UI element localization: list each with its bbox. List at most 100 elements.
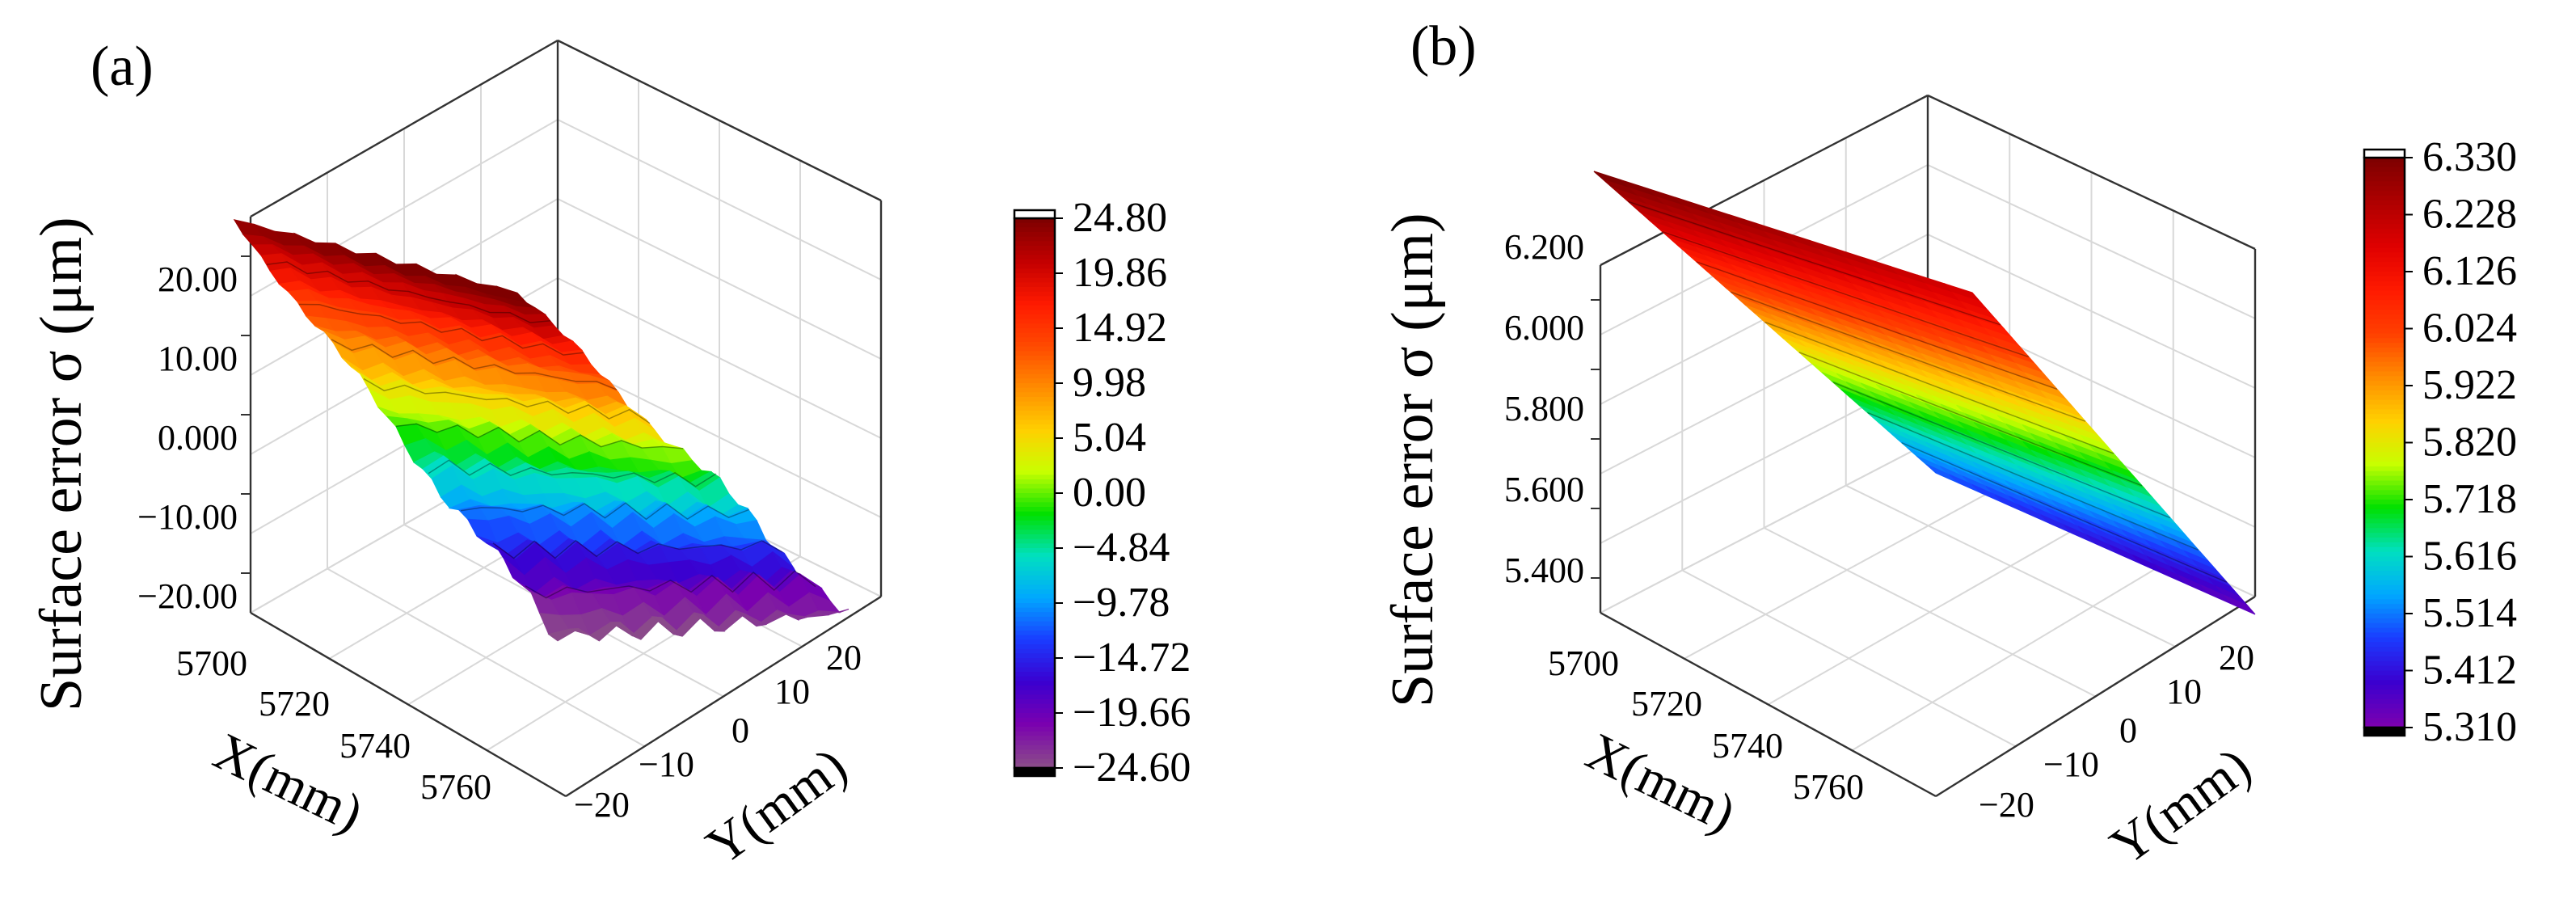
colorbar-segment — [1014, 483, 1055, 490]
colorbar-cap-top — [1013, 209, 1056, 220]
colorbar-segment — [1014, 351, 1055, 356]
panel-b-y-tick: 20 — [2219, 638, 2254, 677]
panel-a-z-tick: −20.00 — [137, 576, 238, 616]
box-edge — [1927, 94, 2256, 251]
panel-b-y-tick: 10 — [2166, 672, 2202, 711]
colorbar-segment — [2364, 366, 2405, 373]
colorbar-segment — [1014, 415, 1055, 421]
colorbar-segment — [2364, 703, 2405, 710]
colorbar-segment — [2364, 538, 2405, 543]
colorbar-segment — [2364, 546, 2405, 553]
box-edge — [1600, 94, 1929, 267]
colorbar-tick-label: 5.310 — [2422, 704, 2517, 750]
colorbar-segment — [1014, 250, 1055, 256]
colorbar-segment — [1014, 456, 1055, 462]
colorbar-segment — [2364, 462, 2405, 467]
colorbar-segment — [1014, 584, 1055, 590]
panel-b-y-tick: 0 — [2119, 711, 2137, 750]
colorbar-segment — [2364, 642, 2405, 648]
contour-line — [1867, 411, 2199, 551]
panel-a-frame — [241, 39, 883, 798]
panel-b-x-ticks: 5700 5720 5740 5760 — [1548, 643, 1864, 807]
contour-line — [1730, 291, 2086, 422]
colorbar-segment — [1014, 342, 1055, 348]
colorbar-segment — [1014, 246, 1055, 251]
colorbar-segment — [2364, 252, 2405, 259]
colorbar-segment — [1014, 287, 1055, 293]
colorbar-segment — [2364, 348, 2405, 353]
colorbar-segment — [2364, 437, 2405, 444]
colorbar-segment — [1014, 507, 1055, 513]
colorbar-tick-label: 5.718 — [2422, 476, 2517, 522]
colorbar-tick-label: 6.126 — [2422, 248, 2517, 294]
colorbar-segment — [1014, 699, 1055, 705]
colorbar-tick-label: 5.04 — [1073, 415, 1146, 461]
colorbar-tick-label: 0.00 — [1073, 470, 1146, 516]
colorbar-segment — [2364, 647, 2405, 652]
panel-a-colorbar — [1013, 209, 1056, 778]
colorbar-cap-bottom — [2363, 726, 2406, 737]
colorbar-segment — [2364, 485, 2405, 491]
colorbar-segment — [1014, 566, 1055, 572]
colorbar-segment — [1014, 529, 1055, 535]
colorbar-segment — [1014, 397, 1055, 403]
colorbar-segment — [1014, 511, 1055, 517]
colorbar-segment — [2364, 480, 2405, 487]
colorbar-segment — [1014, 676, 1055, 682]
colorbar-segment — [1014, 552, 1055, 559]
colorbar-segment — [2364, 652, 2405, 657]
colorbar-segment — [1014, 603, 1055, 609]
panel-a-z-tick: 0.000 — [158, 418, 238, 458]
colorbar-segment — [2364, 584, 2405, 591]
panel-a-y-tick: −20 — [574, 785, 630, 825]
colorbar-segment — [1014, 736, 1055, 741]
colorbar-segment — [2364, 580, 2405, 586]
colorbar-segment — [1014, 644, 1055, 650]
contour-line — [525, 570, 816, 599]
contour-line — [428, 459, 717, 487]
colorbar-segment — [1014, 686, 1055, 691]
colorbar-segment — [1014, 639, 1055, 645]
colorbar-segment — [1014, 672, 1055, 677]
colorbar-segment — [1014, 264, 1055, 270]
colorbar-segment — [2364, 234, 2405, 239]
colorbar-segment — [2364, 381, 2405, 386]
panel-b-z-tick: 5.800 — [1504, 389, 1584, 428]
colorbar-segment — [2364, 219, 2405, 226]
colorbar-cap-bottom — [1013, 766, 1056, 778]
colorbar-segment — [1014, 589, 1055, 595]
colorbar-segment — [1014, 538, 1055, 545]
colorbar-segment — [1014, 749, 1055, 755]
colorbar-segment — [2364, 399, 2405, 406]
colorbar-segment — [1014, 681, 1055, 686]
colorbar-segment — [1014, 493, 1055, 499]
colorbar-segment — [1014, 406, 1055, 411]
colorbar-segment — [1014, 241, 1055, 247]
colorbar-segment — [2364, 627, 2405, 634]
colorbar-segment — [2364, 490, 2405, 496]
colorbar-segment — [1014, 323, 1055, 329]
colorbar-segment — [1014, 378, 1055, 384]
colorbar-segment — [1014, 576, 1055, 581]
panel-a-x-tick: 5720 — [259, 684, 330, 723]
colorbar-segment — [1014, 470, 1055, 476]
panel-a-z-axis-label: Surface error σ (μm) — [28, 217, 95, 711]
colorbar-segment — [1014, 653, 1055, 659]
colorbar-segment — [1014, 291, 1055, 297]
colorbar-segment — [1014, 383, 1055, 389]
colorbar-segment — [2364, 200, 2405, 206]
colorbar-segment — [1014, 296, 1055, 302]
colorbar-segment — [1014, 268, 1055, 274]
colorbar-segment — [2364, 475, 2405, 482]
colorbar-segment — [2364, 295, 2405, 302]
gridline — [1845, 484, 2176, 648]
colorbar-segment — [2364, 604, 2405, 610]
colorbar-segment — [1014, 222, 1055, 229]
colorbar-segment — [2364, 314, 2405, 320]
colorbar-segment — [2364, 685, 2405, 690]
colorbar-segment — [1014, 360, 1055, 366]
contour-line — [395, 423, 684, 449]
colorbar-segment — [2364, 319, 2405, 325]
colorbar-segment — [1014, 452, 1055, 458]
colorbar-segment — [1014, 690, 1055, 696]
